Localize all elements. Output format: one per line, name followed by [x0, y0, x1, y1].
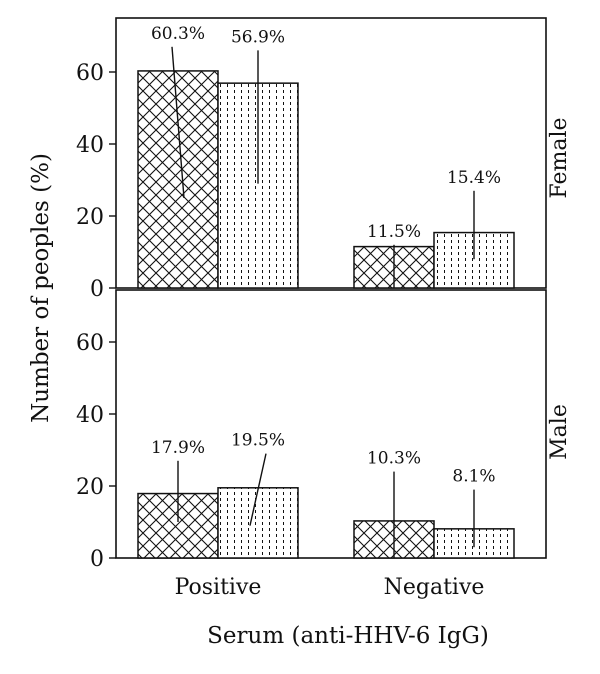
panel-frame-male — [115, 289, 547, 559]
y-tick-label-male-60: 60 — [76, 331, 104, 356]
bar-female-positive-crosshatch — [137, 70, 219, 289]
y-axis-title: Number of peoples (%) — [28, 153, 54, 423]
data-label-male-negative-dotted-vertical: 8.1% — [452, 467, 495, 487]
y-tick-label-male-0: 0 — [90, 547, 104, 572]
panel-frame-female — [115, 17, 547, 289]
y-tick-label-female-20: 20 — [76, 205, 104, 230]
data-label-female-negative-dotted-vertical: 15.4% — [447, 168, 501, 188]
x-axis-title: Serum (anti-HHV-6 IgG) — [207, 623, 489, 649]
error-line-female-positive-crosshatch — [171, 46, 185, 199]
bar-male-positive-dotted-vertical — [217, 487, 299, 559]
data-label-male-negative-crosshatch: 10.3% — [367, 449, 421, 469]
y-tick-label-female-40: 40 — [76, 133, 104, 158]
data-label-female-negative-crosshatch: 11.5% — [367, 222, 421, 242]
data-label-female-positive-dotted-vertical: 56.9% — [231, 27, 285, 47]
y-tick-label-female-60: 60 — [76, 61, 104, 86]
data-label-male-positive-crosshatch: 17.9% — [151, 438, 205, 458]
panel-label-male: Male — [547, 404, 572, 460]
data-label-female-positive-crosshatch: 60.3% — [151, 24, 205, 44]
panel-label-female: Female — [547, 117, 572, 198]
error-line-male-positive-dotted-vertical — [249, 453, 267, 526]
data-label-male-positive-dotted-vertical: 19.5% — [231, 431, 285, 451]
x-tick-label-positive: Positive — [175, 575, 262, 600]
x-tick-label-negative: Negative — [384, 575, 485, 600]
y-tick-label-female-0: 0 — [90, 277, 104, 302]
y-tick-label-male-20: 20 — [76, 475, 104, 500]
y-tick-label-male-40: 40 — [76, 403, 104, 428]
